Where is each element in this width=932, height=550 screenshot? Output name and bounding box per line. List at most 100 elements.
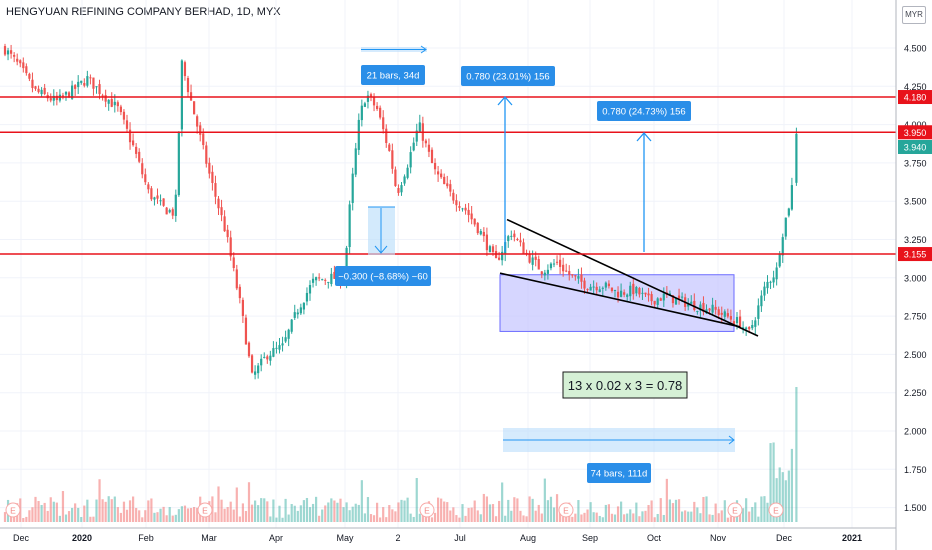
- candle-body: [98, 84, 101, 95]
- volume-bar: [537, 504, 540, 522]
- volume-bar: [738, 512, 742, 522]
- volume-bar: [80, 517, 83, 522]
- candle-body: [269, 355, 272, 361]
- volume-bars: [3, 387, 798, 522]
- earnings-marker-circle: [768, 502, 784, 518]
- x-tick-label: Nov: [710, 533, 727, 543]
- candle-body: [723, 311, 726, 317]
- candle-body: [376, 105, 379, 110]
- candle-body: [415, 130, 418, 142]
- candle-body: [119, 106, 122, 113]
- candle-body: [360, 105, 363, 121]
- candle-body: [351, 173, 354, 203]
- candle-body: [31, 79, 34, 89]
- candle-body: [135, 146, 138, 154]
- volume-bar: [598, 515, 601, 522]
- candle-body: [754, 320, 757, 327]
- candle-body: [751, 325, 754, 329]
- level-price-label-bg: [898, 247, 932, 262]
- volume-bar: [254, 500, 257, 522]
- candle-body: [80, 80, 83, 83]
- candle-body: [128, 129, 132, 143]
- candle-body: [778, 254, 781, 267]
- candle-body: [571, 274, 574, 276]
- volume-bar: [403, 500, 406, 522]
- measure-1-label-bg: [461, 66, 555, 86]
- candle-body: [168, 210, 171, 213]
- volume-bar: [787, 470, 790, 522]
- volume-bar: [324, 505, 327, 522]
- y-tick-label: 3.500: [904, 197, 927, 207]
- volume-bar: [293, 505, 296, 522]
- candle-body: [293, 312, 296, 318]
- candle-body: [580, 274, 583, 282]
- volume-bar: [232, 509, 235, 522]
- candle-body: [257, 365, 260, 374]
- measure-1-label-text: 0.780 (23.01%) 156: [466, 72, 549, 83]
- volume-bar: [150, 498, 153, 522]
- volume-bar: [369, 514, 373, 522]
- candle-body: [110, 99, 113, 107]
- candle-body: [702, 302, 705, 312]
- candle-body: [141, 163, 144, 175]
- candle-body: [144, 174, 147, 183]
- volume-bar: [339, 498, 342, 522]
- volume-bar: [641, 511, 644, 522]
- volume-bar: [699, 513, 702, 522]
- last-price-label-bg: [898, 140, 932, 154]
- candle-body: [388, 144, 391, 151]
- volume-bar: [37, 501, 40, 522]
- candle-body: [165, 207, 168, 215]
- candle-body: [211, 171, 214, 183]
- volume-bar: [89, 516, 92, 522]
- candle-body: [382, 117, 385, 130]
- volume-bar: [415, 478, 418, 522]
- candle-body: [623, 292, 626, 295]
- volume-bar: [385, 517, 388, 522]
- candle-body: [260, 358, 263, 366]
- volume-bar: [464, 515, 467, 522]
- candle-body: [238, 286, 241, 299]
- candle-body: [95, 86, 98, 88]
- y-tick-label: 1.500: [904, 503, 927, 513]
- volume-bar: [244, 510, 248, 522]
- candle-body: [656, 298, 659, 305]
- candle-body: [147, 184, 150, 190]
- candle-body: [565, 270, 568, 272]
- volume-bar: [629, 509, 632, 522]
- volume-bar: [40, 504, 43, 522]
- volume-bar: [177, 509, 180, 522]
- volume-bar: [226, 507, 229, 522]
- candle-body: [528, 253, 531, 263]
- volume-bar: [647, 505, 650, 522]
- volume-bar: [501, 482, 504, 522]
- candle-body: [272, 348, 275, 357]
- volume-bar: [656, 513, 659, 522]
- volume-bar: [440, 498, 443, 522]
- candle-body: [290, 319, 293, 332]
- candle-body: [174, 194, 177, 216]
- x-tick-label: Aug: [520, 533, 536, 543]
- volume-bar: [443, 501, 446, 522]
- currency-button[interactable]: MYR: [902, 6, 926, 24]
- volume-bar: [376, 502, 379, 522]
- earnings-marker: E: [197, 502, 213, 518]
- candle-body: [760, 295, 763, 307]
- candle-body: [562, 264, 565, 272]
- measure-2-label: 0.780 (24.73%) 156: [597, 101, 691, 121]
- volume-bar: [687, 511, 690, 522]
- candle-body: [244, 317, 248, 345]
- volume-bar: [790, 448, 793, 522]
- volume-bar: [183, 505, 187, 522]
- volume-bar: [290, 504, 293, 522]
- earnings-marker-circle: [727, 502, 743, 518]
- volume-bar: [379, 517, 382, 522]
- candle-body: [67, 92, 71, 98]
- candle-body: [537, 259, 540, 270]
- candle-body: [232, 257, 235, 268]
- volume-bar: [595, 512, 598, 522]
- candle-body: [156, 195, 159, 199]
- volume-bar: [86, 499, 89, 522]
- volume-bar: [702, 496, 705, 522]
